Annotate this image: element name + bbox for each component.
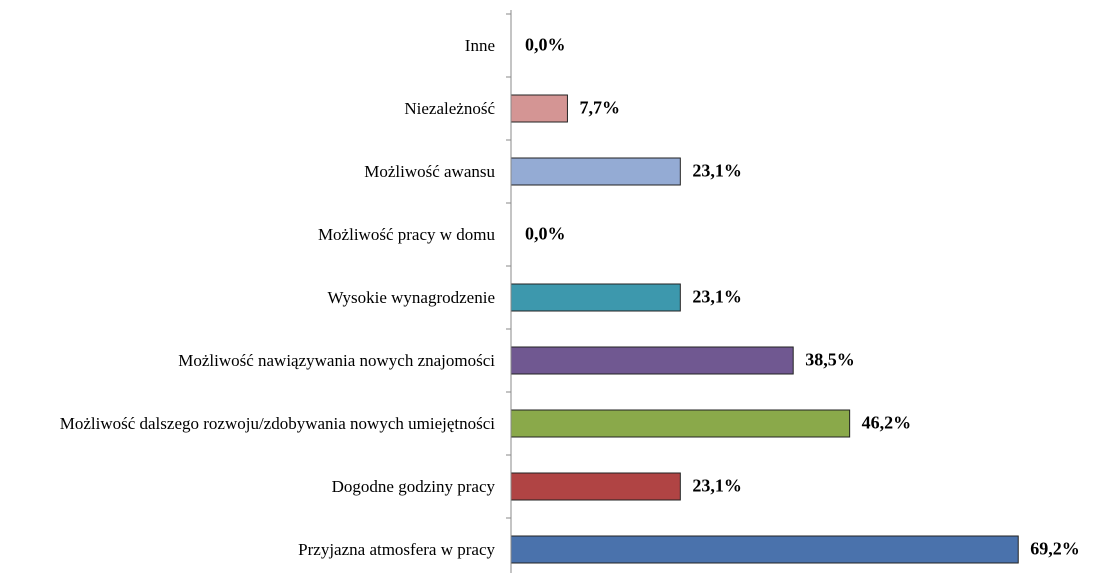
bar bbox=[510, 409, 851, 438]
category-label: Możliwość pracy w domu bbox=[317, 224, 495, 244]
bar bbox=[510, 535, 1019, 564]
value-label: 69,2% bbox=[1030, 539, 1080, 559]
bar bbox=[510, 283, 681, 312]
value-label: 7,7% bbox=[579, 98, 620, 118]
category-label-box: Wysokie wynagrodzenie bbox=[0, 266, 495, 329]
bar bbox=[510, 346, 794, 375]
category-label-box: Możliwość pracy w domu bbox=[0, 203, 495, 266]
category-label-box: Inne bbox=[0, 14, 495, 77]
bar bbox=[510, 472, 681, 501]
category-label-box: Przyjazna atmosfera w pracy bbox=[0, 518, 495, 573]
category-label: Możliwość dalszego rozwoju/zdobywania no… bbox=[59, 413, 495, 433]
category-label-box: Możliwość dalszego rozwoju/zdobywania no… bbox=[0, 392, 495, 455]
value-label: 23,1% bbox=[692, 476, 742, 496]
category-label: Niezależność bbox=[404, 98, 495, 118]
category-label-box: Możliwość nawiązywania nowych znajomości bbox=[0, 329, 495, 392]
category-label: Dogodne godziny pracy bbox=[331, 476, 495, 496]
category-label-box: Możliwość awansu bbox=[0, 140, 495, 203]
category-label: Wysokie wynagrodzenie bbox=[327, 287, 495, 307]
value-label: 0,0% bbox=[525, 224, 566, 244]
category-label: Przyjazna atmosfera w pracy bbox=[298, 539, 495, 559]
category-label-box: Dogodne godziny pracy bbox=[0, 455, 495, 518]
category-label: Możliwość awansu bbox=[364, 161, 495, 181]
category-label-box: Niezależność bbox=[0, 77, 495, 140]
value-label: 38,5% bbox=[805, 350, 855, 370]
value-label: 23,1% bbox=[692, 161, 742, 181]
value-label: 0,0% bbox=[525, 35, 566, 55]
bar bbox=[510, 94, 568, 123]
category-label: Inne bbox=[464, 35, 495, 55]
value-label: 23,1% bbox=[692, 287, 742, 307]
value-label: 46,2% bbox=[862, 413, 912, 433]
bar bbox=[510, 157, 681, 186]
category-label: Możliwość nawiązywania nowych znajomości bbox=[178, 350, 495, 370]
